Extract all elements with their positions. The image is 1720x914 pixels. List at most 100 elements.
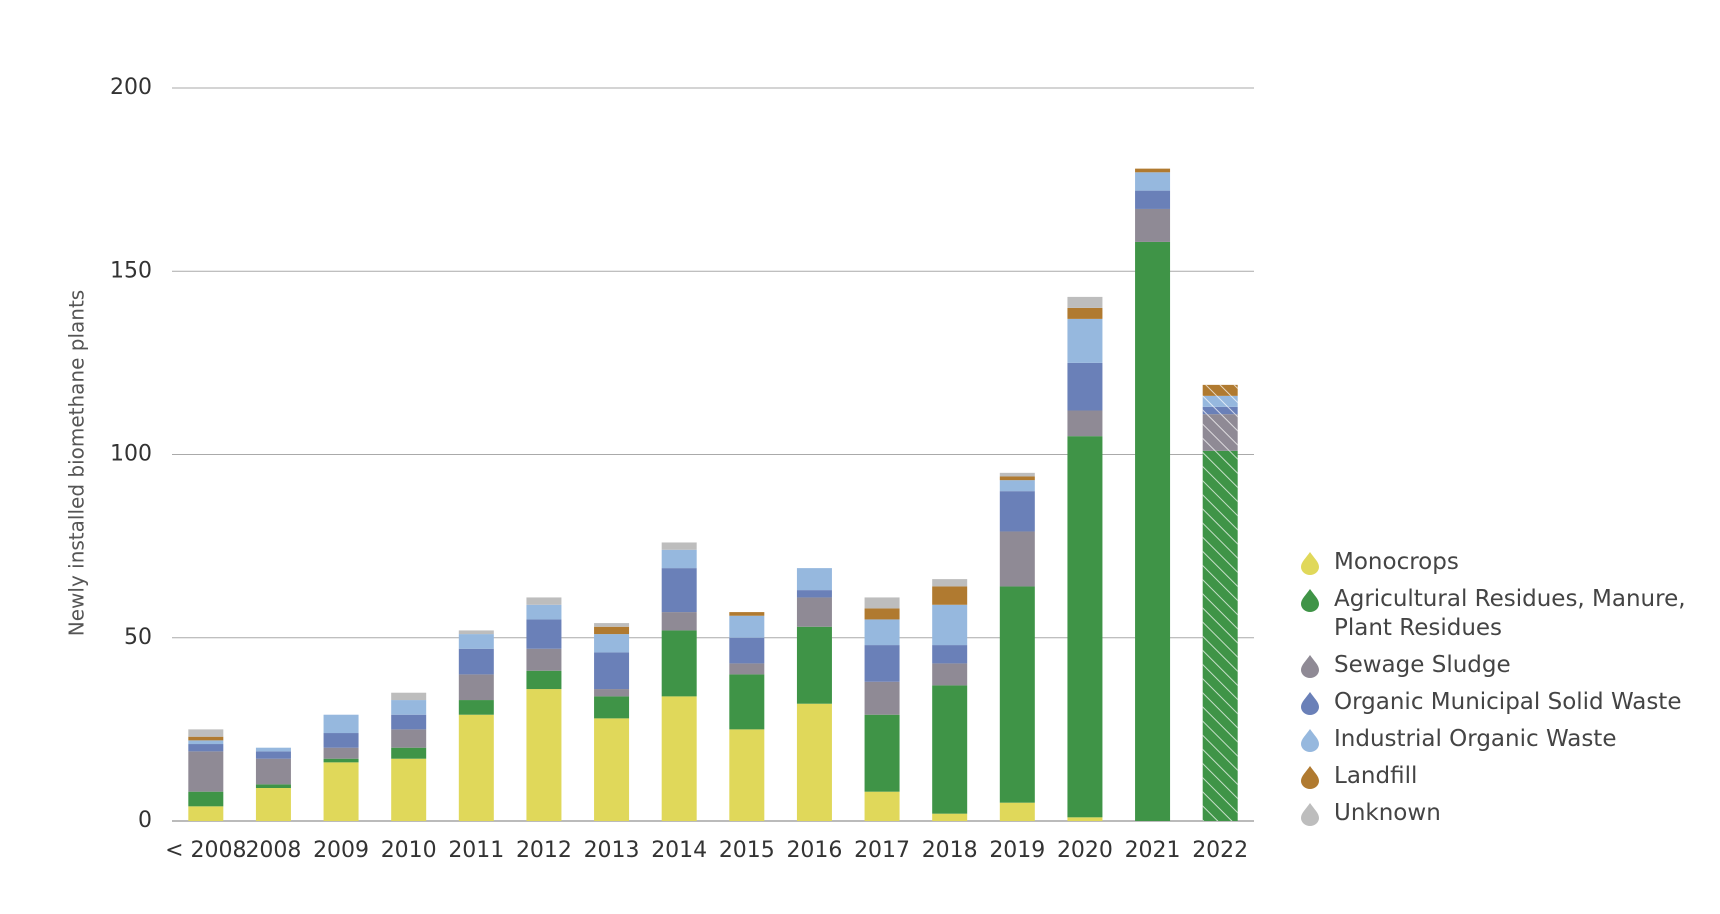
y-tick-label: 150	[110, 258, 152, 283]
x-tick-label: 2014	[651, 838, 707, 863]
hatch-overlay	[1202, 395, 1238, 407]
legend-item: Sewage Sludge	[1300, 651, 1710, 680]
bar-segment	[188, 744, 224, 752]
bar-segment	[526, 648, 562, 671]
x-tick-label: 2012	[516, 838, 572, 863]
bar-segment	[864, 681, 900, 715]
bar-segment	[999, 491, 1035, 532]
y-axis-label: Newly installed biomethane plants	[65, 290, 89, 636]
x-tick-label: 2008	[245, 838, 301, 863]
bar-segment	[188, 736, 224, 741]
x-tick-label: 2019	[989, 838, 1045, 863]
hatch-overlay	[1202, 414, 1238, 451]
x-tick-label: 2013	[584, 838, 640, 863]
legend-marker	[1301, 552, 1319, 575]
bar-segment	[188, 740, 224, 745]
bar-segment	[1067, 307, 1103, 319]
bar-segment	[391, 714, 427, 730]
bar-segment	[594, 626, 630, 635]
legend-marker	[1301, 655, 1319, 678]
bar-segment	[188, 729, 224, 737]
bar-segment	[796, 597, 832, 627]
legend-marker	[1301, 589, 1319, 612]
bar-segment	[729, 612, 765, 616]
bar-segment	[323, 714, 359, 734]
bar-segment	[458, 648, 494, 675]
bar-segment	[999, 531, 1035, 587]
bar-segment	[1067, 436, 1103, 818]
bar-segment	[796, 590, 832, 598]
bar-segment	[796, 626, 832, 704]
x-tick-label: < 2008	[165, 838, 246, 863]
hatch-overlay	[1202, 406, 1238, 415]
bar-segment	[391, 692, 427, 701]
bar-segment	[661, 568, 697, 613]
bar-segment	[661, 612, 697, 631]
bar-segment	[323, 733, 359, 748]
bar-segment	[526, 670, 562, 690]
bar-segment	[1135, 168, 1171, 173]
bar-segment	[932, 604, 968, 646]
bar-segment	[1067, 296, 1103, 308]
bar-segment	[729, 615, 765, 638]
bar-segment	[864, 714, 900, 792]
bar-segment	[391, 747, 427, 759]
bar-segment	[661, 549, 697, 569]
legend-item: Industrial Organic Waste	[1300, 725, 1710, 754]
legend-marker	[1301, 803, 1319, 826]
legend-marker	[1301, 766, 1319, 789]
bar-segment	[661, 630, 697, 697]
bar-segment	[796, 703, 832, 821]
bar-segment	[864, 645, 900, 682]
bar-segment	[188, 791, 224, 807]
bar-segment	[594, 696, 630, 719]
bar-segment	[1067, 817, 1103, 821]
bar-segment	[661, 696, 697, 821]
bar-segment	[932, 663, 968, 686]
x-tick-label: 2016	[786, 838, 842, 863]
legend-label: Monocrops	[1334, 549, 1459, 575]
x-tick-label: 2011	[448, 838, 504, 863]
bar-segment	[255, 751, 291, 759]
bar-segment	[458, 634, 494, 649]
bar-segment	[594, 718, 630, 821]
bar-segment	[864, 597, 900, 609]
x-tick-label: 2018	[922, 838, 978, 863]
bar-segment	[1067, 362, 1103, 411]
bar-segment	[932, 645, 968, 664]
bar-segment	[458, 630, 494, 635]
y-tick-label: 0	[138, 808, 152, 833]
x-tick-label: 2017	[854, 838, 910, 863]
bar-segment	[323, 747, 359, 759]
bar-segment	[729, 729, 765, 821]
legend: Monocrops Agricultural Residues, Manure, …	[1300, 548, 1710, 836]
bar-segment	[729, 663, 765, 675]
bar-segment	[594, 634, 630, 653]
bar-segment	[526, 689, 562, 821]
bar-segment	[594, 689, 630, 697]
bar-segment	[323, 758, 359, 763]
x-tick-label: 2021	[1125, 838, 1181, 863]
bar-segment	[188, 751, 224, 792]
legend-label: Landfill	[1334, 763, 1418, 789]
bar-segment	[999, 480, 1035, 492]
bar-segment	[999, 472, 1035, 477]
y-tick-label: 50	[124, 625, 152, 650]
bar-segment	[932, 586, 968, 605]
bar-segment	[255, 747, 291, 752]
bar-segment	[999, 802, 1035, 821]
legend-item: Organic Municipal Solid Waste	[1300, 688, 1710, 717]
bar-segment	[594, 652, 630, 690]
bar-segment	[999, 586, 1035, 803]
x-tick-label: 2010	[381, 838, 437, 863]
bar-segment	[391, 700, 427, 715]
bar-segment	[864, 608, 900, 620]
legend-item: Agricultural Residues, Manure, Plant Res…	[1300, 585, 1710, 643]
bar-segment	[1135, 190, 1171, 209]
bar-segment	[255, 784, 291, 789]
x-tick-label: 2022	[1192, 838, 1248, 863]
bar-segment	[458, 714, 494, 821]
bar-segment	[796, 568, 832, 591]
